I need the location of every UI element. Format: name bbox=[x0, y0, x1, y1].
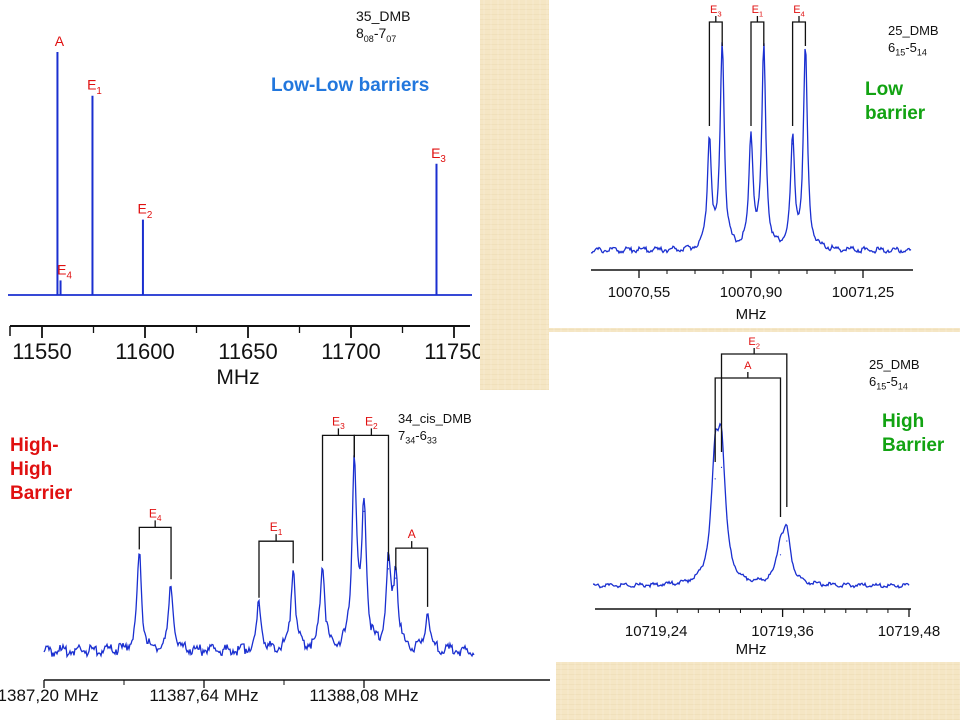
molecule-name: 25_DMB bbox=[869, 357, 920, 372]
assignment-bracket bbox=[258, 540, 294, 598]
line-label-E2: E2 bbox=[138, 201, 153, 221]
bracket-label-A: A bbox=[744, 360, 752, 372]
spectrum-trace bbox=[43, 455, 475, 659]
high-high-spectrum-panel: E4 E1 E3 E2 A 11387,20 MHz 11387,64 MHz 11388,0… bbox=[0, 390, 556, 720]
low-barrier-spectrum-panel: E3 E1 E4 10070,55 10070,90 10071,25 MHz Low ba… bbox=[549, 0, 960, 328]
tick-label: 11600 bbox=[115, 339, 175, 364]
peak-1 bbox=[708, 141, 710, 143]
high-barrier-label: High Barrier bbox=[882, 411, 945, 456]
peak-4 bbox=[786, 540, 788, 542]
peak-2 bbox=[720, 466, 723, 468]
low-low-molecule-label: 35_DMB 808-707 bbox=[356, 8, 410, 48]
high-high-molecule-label: 34_cis_DMB 734-633 bbox=[398, 410, 472, 450]
bracket-label-A: A bbox=[408, 527, 416, 541]
high-tick-label: 10719,48 bbox=[878, 623, 941, 640]
peak-4 bbox=[763, 51, 765, 53]
spectrum-trace bbox=[592, 422, 910, 589]
molecule-name: 34_cis_DMB bbox=[398, 411, 472, 426]
assignment-bracket bbox=[321, 434, 355, 561]
low-tick-label: 10070,90 bbox=[720, 284, 783, 301]
peak-1 bbox=[714, 478, 716, 480]
peak-2 bbox=[170, 586, 172, 588]
peak-9 bbox=[395, 577, 397, 579]
bracket-label-E4: E4 bbox=[149, 506, 162, 523]
molecule-name: 35_DMB bbox=[356, 8, 411, 24]
tick-label: 11650 bbox=[218, 339, 278, 364]
tick-label: 11700 bbox=[321, 339, 381, 364]
line-label-E4: E4 bbox=[57, 261, 72, 281]
low-tick-label: 10070,55 bbox=[608, 284, 671, 301]
bracket-label-E2: E2 bbox=[748, 336, 760, 350]
tick-label: 11387,64 MHz bbox=[149, 686, 258, 705]
bracket-label-E3: E3 bbox=[710, 4, 722, 18]
transition-label: 808-707 bbox=[356, 25, 397, 44]
molecule-name: 25_DMB bbox=[888, 23, 939, 38]
bracket-label-E2: E2 bbox=[365, 414, 378, 431]
low-low-spectrum-chart: A E4 E1 E2 E3 11550 11600 11650 11700 11750 MHz bbox=[8, 33, 480, 389]
line-label-A: A bbox=[55, 33, 65, 49]
low-barrier-spectrum-chart: E3 E1 E4 10070,55 10070,90 10071,25 MHz bbox=[590, 4, 913, 323]
low-low-spectrum-panel: A E4 E1 E2 E3 11550 11600 11650 11700 11750 MHz Lo… bbox=[0, 0, 480, 390]
tick-label: 11750 bbox=[424, 339, 480, 364]
transition-label: 615-514 bbox=[888, 40, 927, 58]
peak-1 bbox=[138, 556, 140, 558]
assignment-bracket bbox=[720, 353, 788, 507]
high-tick-label: 10719,24 bbox=[625, 623, 688, 640]
peak-7 bbox=[363, 510, 365, 512]
peak-6 bbox=[804, 51, 806, 53]
peak-4 bbox=[292, 570, 294, 572]
assignment-bracket bbox=[395, 547, 429, 607]
peak-6 bbox=[353, 464, 355, 466]
transition-label: 615-514 bbox=[869, 374, 908, 392]
x-axis-label: MHz bbox=[736, 306, 767, 323]
peak-3 bbox=[750, 141, 752, 143]
peak-8 bbox=[387, 568, 390, 570]
low-barrier-molecule-label: 25_DMB 615-514 bbox=[888, 22, 939, 62]
line-label-E1: E1 bbox=[87, 77, 102, 97]
tick-label: 11550 bbox=[12, 339, 72, 364]
high-barrier-molecule-label: 25_DMB 615-514 bbox=[869, 356, 920, 396]
spectrum-trace bbox=[590, 42, 912, 255]
peak-5 bbox=[792, 143, 794, 145]
assignment-bracket bbox=[353, 434, 390, 561]
line-label-E3: E3 bbox=[431, 145, 446, 165]
high-barrier-spectrum-panel: A E2 10719,24 10719,36 10719,48 MHz High Barr… bbox=[549, 332, 960, 662]
low-tick-label: 10071,25 bbox=[832, 284, 895, 301]
tick-label: 11388,08 MHz bbox=[309, 686, 418, 705]
assignment-bracket bbox=[138, 526, 172, 580]
high-high-barrier-label: High- High Barrier bbox=[10, 435, 73, 504]
low-low-barriers-label: Low-Low barriers bbox=[271, 75, 430, 96]
x-axis-label: MHz bbox=[216, 366, 259, 389]
transition-label: 734-633 bbox=[398, 428, 437, 446]
peak-5 bbox=[321, 568, 324, 570]
peak-3 bbox=[779, 554, 782, 556]
high-barrier-spectrum-chart: A E2 10719,24 10719,36 10719,48 MHz bbox=[592, 336, 941, 658]
bracket-label-E1: E1 bbox=[752, 4, 764, 18]
low-barrier-label: Low barrier bbox=[865, 79, 926, 124]
peak-10 bbox=[426, 614, 429, 616]
bracket-label-E3: E3 bbox=[332, 414, 345, 431]
bracket-label-E1: E1 bbox=[270, 520, 283, 537]
x-axis-label: MHz bbox=[736, 641, 767, 658]
high-high-spectrum-chart: E4 E1 E3 E2 A 11387,20 MHz 11387,64 MHz 11388,0… bbox=[0, 414, 550, 705]
high-tick-label: 10719,36 bbox=[751, 623, 814, 640]
tick-label: 11387,20 MHz bbox=[0, 686, 99, 705]
bracket-label-E4: E4 bbox=[793, 4, 805, 18]
peak-3 bbox=[258, 605, 260, 607]
